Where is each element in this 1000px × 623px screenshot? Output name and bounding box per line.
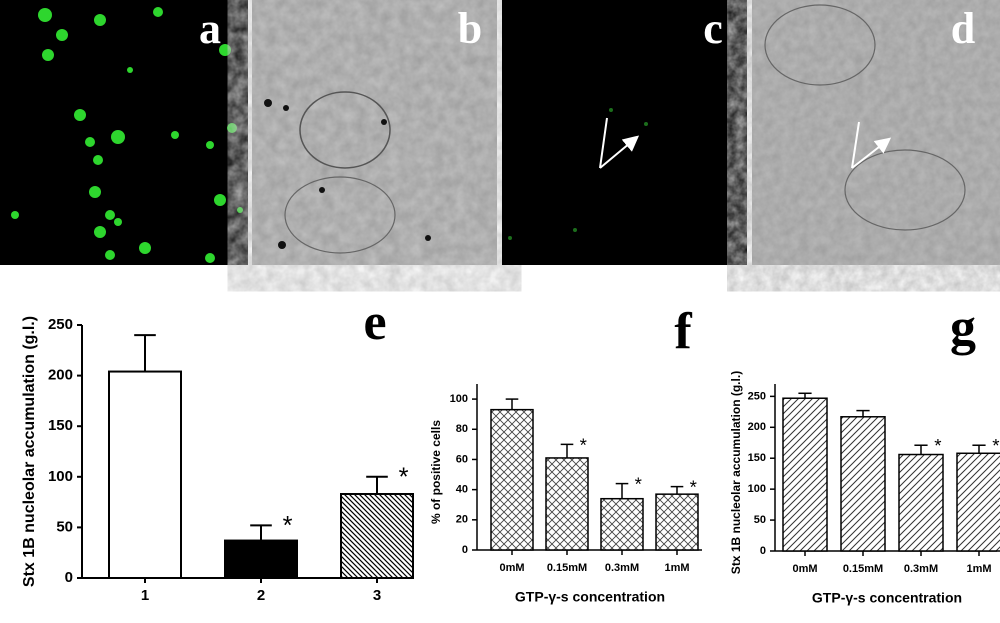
bar [545, 457, 589, 551]
bar [224, 539, 298, 580]
y-tick-label: 40 [456, 484, 468, 496]
y-tick-label: 20 [456, 514, 468, 526]
x-tick-label: 0.3mM [904, 563, 938, 575]
x-tick-label: 0.15mM [843, 563, 883, 575]
panel-letter: f [674, 303, 692, 360]
y-axis-label: Stx 1B nucleolar accumulation (g.l.) [729, 371, 743, 574]
y-tick-label: 250 [748, 390, 766, 402]
x-axis-label: GTP-γ-s concentration [515, 589, 665, 605]
y-tick-label: 200 [48, 367, 73, 384]
y-axis-label: % of positive cells [429, 420, 443, 524]
y-tick-label: 100 [748, 483, 766, 495]
bar [840, 416, 886, 552]
x-tick-label: 0mM [499, 562, 524, 574]
bar [782, 397, 828, 552]
panel-letter: c [703, 4, 723, 53]
panel-letter: e [363, 294, 386, 351]
bar [340, 493, 414, 579]
y-tick-label: 200 [748, 421, 766, 433]
y-tick-label: 50 [56, 518, 73, 535]
bar [898, 453, 944, 552]
x-tick-label: 2 [257, 587, 265, 604]
micrograph-c: c [502, 0, 747, 265]
micrograph-b: b [252, 0, 497, 265]
y-tick-label: 150 [748, 452, 766, 464]
x-axis-label: GTP-γ-s concentration [812, 590, 962, 606]
micrograph-d: d [752, 0, 1000, 265]
y-tick-label: 150 [48, 417, 73, 434]
x-tick-label: 0.15mM [547, 562, 587, 574]
panel-letter: a [199, 4, 221, 53]
significance-mark: * [690, 477, 697, 498]
y-axis-label: Stx 1B nucleolar accumulation (g.l.) [21, 316, 38, 587]
significance-mark: * [399, 464, 409, 492]
y-tick-label: 50 [754, 514, 766, 526]
bar [108, 370, 182, 579]
significance-mark: * [635, 474, 642, 495]
x-tick-label: 1 [141, 587, 149, 604]
y-tick-label: 0 [65, 569, 73, 586]
x-tick-label: 3 [373, 587, 381, 604]
y-tick-label: 80 [456, 423, 468, 435]
x-tick-label: 0.3mM [605, 562, 639, 574]
bar [655, 493, 699, 551]
panel-letter: b [458, 4, 482, 53]
significance-mark: * [992, 435, 999, 456]
x-tick-label: 0mM [792, 563, 817, 575]
y-tick-label: 60 [456, 453, 468, 465]
y-tick-label: 250 [48, 316, 73, 333]
y-tick-label: 100 [48, 468, 73, 485]
bar [956, 452, 1000, 552]
panel-letter: d [951, 4, 975, 53]
panel-letter: g [950, 299, 976, 356]
bar [490, 408, 534, 551]
y-tick-label: 0 [462, 544, 468, 556]
micrograph-a: a [0, 0, 248, 265]
bar [600, 497, 644, 551]
x-tick-label: 1mM [664, 562, 689, 574]
significance-mark: * [934, 435, 941, 456]
y-tick-label: 100 [450, 393, 468, 405]
significance-mark: * [580, 434, 587, 455]
significance-mark: * [283, 512, 293, 540]
x-tick-label: 1mM [966, 563, 991, 575]
y-tick-label: 0 [760, 545, 766, 557]
